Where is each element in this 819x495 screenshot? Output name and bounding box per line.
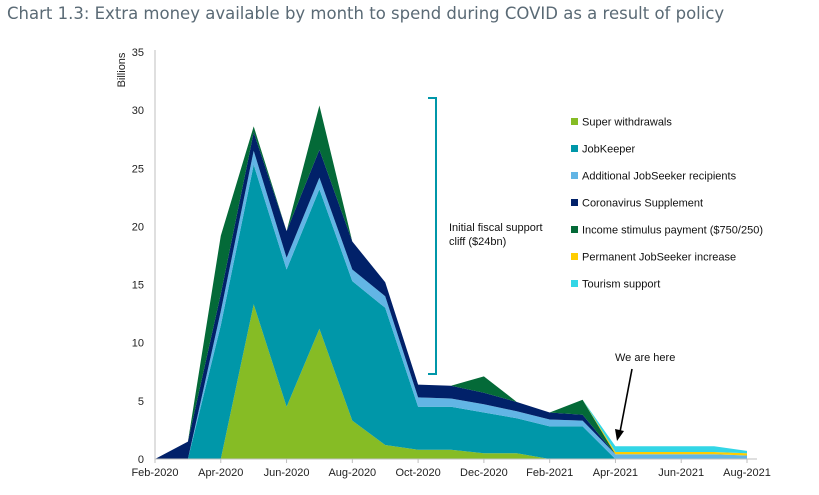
x-tick-label-7: Apr-2021	[593, 467, 638, 479]
x-tick-label-3: Aug-2020	[328, 467, 376, 479]
legend-swatch-0	[571, 118, 578, 125]
legend-swatch-6	[571, 280, 578, 287]
area-series-3	[155, 132, 747, 459]
we-are-here-arrowhead	[615, 429, 624, 441]
fiscal-cliff-bracket	[428, 97, 437, 375]
legend: Super withdrawals JobKeeper Additional Job…	[571, 117, 763, 291]
y-axis-label: Billions	[116, 52, 128, 87]
legend-label-3: Coronavirus Supplement	[582, 198, 703, 210]
y-tick-label-6: 30	[132, 105, 144, 117]
y-tick-label-7: 35	[132, 47, 144, 59]
fiscal-cliff-annotation-line1: Initial fiscal support	[449, 222, 543, 234]
y-tick-label-5: 25	[132, 163, 144, 175]
y-tick-label-1: 5	[138, 396, 144, 408]
y-tick-label-2: 10	[132, 338, 144, 350]
fiscal-cliff-annotation-line2: cliff ($24bn)	[449, 236, 506, 248]
chart-title: Chart 1.3: Extra money available by mont…	[7, 4, 725, 23]
legend-swatch-4	[571, 226, 578, 233]
legend-swatch-3	[571, 199, 578, 206]
legend-label-0: Super withdrawals	[582, 117, 672, 129]
stacked-areas	[155, 105, 747, 460]
y-tick-labels: 0 5 10 15 20 25 30 35	[132, 47, 144, 466]
axes	[154, 50, 757, 460]
x-tick-label-5: Dec-2020	[460, 467, 508, 479]
x-tick-label-2: Jun-2020	[264, 467, 310, 479]
legend-label-2: Additional JobSeeker recipients	[582, 171, 737, 183]
y-tick-label-0: 0	[138, 454, 144, 466]
legend-label-1: JobKeeper	[582, 144, 636, 156]
x-tick-label-1: Apr-2020	[198, 467, 243, 479]
area-series-0	[155, 304, 747, 459]
x-tick-label-8: Jun-2021	[658, 467, 704, 479]
legend-label-4: Income stimulus payment ($750/250)	[582, 225, 763, 237]
legend-swatch-1	[571, 145, 578, 152]
legend-label-6: Tourism support	[582, 279, 660, 291]
legend-swatch-5	[571, 253, 578, 260]
legend-label-5: Permanent JobSeeker increase	[582, 252, 736, 264]
we-are-here-annotation: We are here	[615, 352, 675, 364]
x-tick-label-4: Oct-2020	[395, 467, 440, 479]
y-tick-label-4: 20	[132, 221, 144, 233]
legend-swatch-2	[571, 172, 578, 179]
we-are-here-arrow	[619, 368, 633, 433]
x-tick-label-9: Aug-2021	[723, 467, 771, 479]
area-series-2	[155, 150, 747, 460]
x-tick-label-0: Feb-2020	[131, 467, 178, 479]
y-tick-label-3: 15	[132, 280, 144, 292]
x-tick-label-6: Feb-2021	[526, 467, 573, 479]
x-tick-labels: Feb-2020 Apr-2020 Jun-2020 Aug-2020 Oct-2020…	[131, 459, 771, 479]
area-series-1	[155, 164, 747, 460]
